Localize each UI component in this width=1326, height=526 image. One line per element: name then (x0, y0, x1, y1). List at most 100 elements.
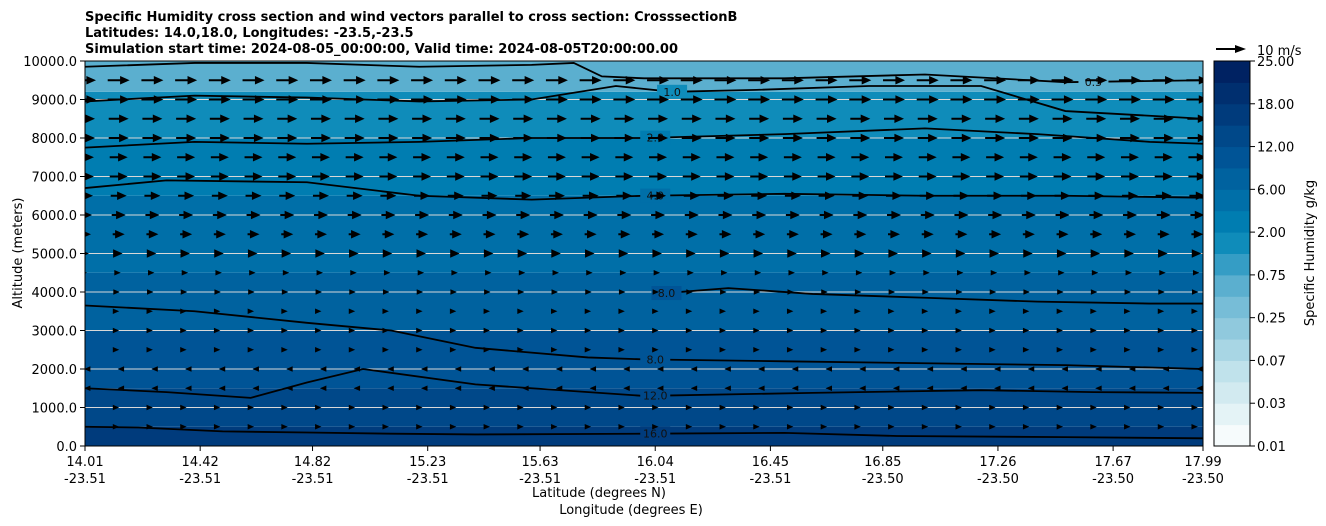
wind-vector-head (1160, 230, 1170, 239)
wind-vector-head (693, 76, 703, 85)
wind-vector (820, 346, 828, 353)
wind-vector (1089, 210, 1104, 220)
wind-vector (242, 95, 265, 104)
wind-vector (185, 366, 192, 372)
wind-vector (1053, 172, 1072, 181)
contour-label-bg (651, 286, 682, 301)
wind-vector (584, 404, 592, 411)
wind-vector-head (753, 289, 761, 295)
wind-vector (547, 172, 566, 181)
wind-vector-head (960, 366, 967, 372)
wind-vector (180, 423, 187, 430)
wind-vector (450, 289, 457, 295)
wind-vector (478, 95, 501, 104)
wind-vector-head (1090, 249, 1101, 258)
wind-vector-head (955, 327, 962, 334)
wind-vector-head (1061, 385, 1068, 392)
wind-vector-head (1131, 76, 1141, 85)
wind-vector-head (1163, 172, 1173, 181)
wind-vector (546, 114, 567, 123)
wind-vector-head (1162, 191, 1172, 200)
wind-vector (551, 327, 558, 334)
wind-vector (820, 308, 828, 315)
wind-vector-head (657, 366, 664, 372)
wind-vector-head (1163, 153, 1173, 162)
y-tick-label: 9000.0 (32, 94, 78, 109)
wind-vector (209, 133, 230, 143)
wind-vector (215, 269, 222, 276)
contour-label-bg (640, 352, 671, 367)
wind-vector (314, 230, 327, 239)
wind-vector-head (1191, 249, 1202, 258)
wind-vector-head (690, 385, 698, 392)
wind-vector-head (820, 404, 828, 411)
wind-vector (349, 289, 356, 295)
wind-vector-head (219, 172, 229, 181)
wind-vector (1119, 133, 1140, 143)
wind-vector-head (387, 366, 394, 372)
wind-vector (483, 346, 491, 353)
contour-label: 1.0 (663, 86, 681, 99)
wind-vector (1121, 191, 1138, 200)
wind-vector (1022, 308, 1030, 315)
wind-vector-head (589, 366, 597, 372)
wind-vector (517, 404, 524, 411)
wind-vector-head (355, 133, 365, 143)
wind-vector-head (721, 230, 732, 239)
wind-vector-head (517, 346, 524, 353)
wind-vector (348, 404, 356, 411)
wind-vector-head (893, 366, 900, 372)
wind-vector-head (348, 346, 356, 353)
wind-vector (245, 191, 262, 200)
wind-vector (719, 249, 730, 258)
wind-vector-head (420, 191, 431, 200)
wind-vector (1086, 133, 1107, 143)
wind-vector (748, 95, 771, 104)
wind-vector (178, 191, 195, 200)
y-axis-label: Altitude (meters) (11, 198, 26, 309)
wind-vector-head (726, 95, 737, 104)
wind-vector-head (113, 249, 123, 258)
wind-vector (277, 114, 298, 123)
wind-vector-head (86, 95, 96, 104)
y-tick-label: 7000.0 (32, 171, 78, 186)
wind-vector (1057, 289, 1064, 295)
wind-vector (146, 346, 153, 353)
wind-vector (413, 172, 432, 181)
wind-vector (1191, 404, 1198, 411)
wind-vector (515, 191, 532, 200)
wind-vector (1091, 269, 1099, 276)
wind-vector-head (520, 210, 531, 220)
wind-vector (382, 327, 389, 334)
wind-vector (885, 172, 904, 181)
wind-vector (309, 76, 332, 85)
wind-vector (550, 230, 563, 239)
wind-vector (960, 385, 967, 392)
wind-vector (653, 269, 661, 276)
wind-vector-head (85, 172, 94, 181)
wind-vector (650, 191, 667, 200)
wind-vector-head (691, 172, 701, 181)
wind-vector-head (551, 327, 558, 334)
wind-vector-head (555, 366, 563, 372)
wind-vector (518, 269, 526, 276)
wind-vector (647, 95, 670, 104)
wind-vector (618, 346, 625, 353)
wind-vector (652, 404, 659, 411)
wind-vector (382, 249, 393, 258)
wind-vector-head (285, 191, 296, 200)
wind-vector (185, 385, 192, 392)
wind-vector (85, 251, 89, 256)
wind-vector (110, 191, 127, 200)
wind-vector (1191, 289, 1199, 295)
wind-vector-head (787, 289, 794, 295)
wind-vector (516, 210, 531, 220)
wind-vector-head (487, 191, 498, 200)
wind-vector (955, 327, 962, 334)
wind-vector (343, 76, 366, 85)
wind-vector-head (556, 153, 566, 162)
wind-vector (346, 191, 363, 200)
wind-vector (347, 210, 362, 220)
wind-vector (1153, 114, 1174, 123)
wind-vector (281, 289, 289, 295)
